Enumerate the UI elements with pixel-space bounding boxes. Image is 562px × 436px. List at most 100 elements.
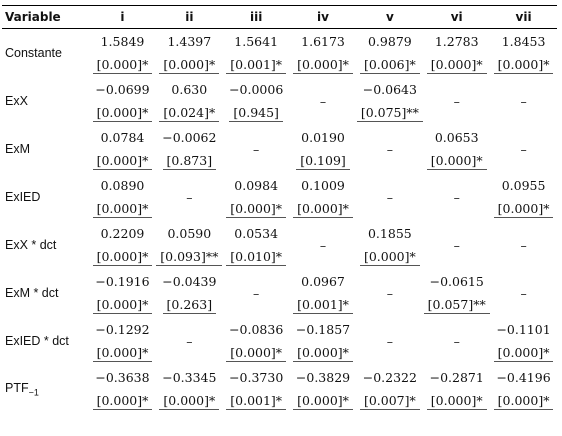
dash-value: –: [319, 93, 327, 109]
coefficient-value: −0.0699: [95, 81, 150, 97]
pvalue-value: [0.000]*: [426, 57, 487, 74]
pvalue-value: [0.945]: [229, 105, 283, 122]
cell-pvalue: [0.000]*: [290, 389, 357, 413]
coefficient-value: 0.1855: [367, 225, 412, 241]
coefficient-value: −0.0439: [162, 273, 217, 289]
cell-coefficient: 0.0955: [490, 173, 557, 197]
table-row-pvalue: [0.000]* [0.263] [0.001]* [0.057]**: [2, 293, 557, 317]
coefficient-value: −0.0615: [429, 273, 484, 289]
dash-value: –: [186, 189, 193, 205]
pvalue-value: [0.000]*: [293, 57, 353, 74]
cell-pvalue: [0.000]*: [490, 53, 557, 77]
cell-coefficient: −0.3829: [290, 365, 357, 389]
pvalue-value: [0.006]*: [359, 57, 420, 74]
cell-pvalue: [0.000]*: [89, 245, 156, 269]
coefficient-value: −0.1292: [95, 321, 150, 337]
pvalue-value: [0.000]*: [493, 201, 554, 218]
cell-coefficient: 1.6173: [290, 29, 357, 54]
cell-coefficient: −0.3730: [223, 365, 290, 389]
cell-pvalue: [0.000]*: [290, 53, 357, 77]
pvalue-value: [0.000]*: [92, 249, 153, 266]
pvalue-value: [0.001]*: [226, 393, 287, 410]
pvalue-value: [0.010]*: [226, 249, 287, 266]
row-label-text: PTF: [5, 380, 29, 395]
cell-pvalue: [0.263]: [156, 293, 223, 317]
cell-coefficient: −0.3638: [89, 365, 156, 389]
header-col-iii: iii: [222, 5, 290, 29]
row-label-text: ExM * dct: [5, 286, 59, 300]
cell-coefficient: 1.2783: [423, 29, 490, 54]
cell-pvalue: [0.057]**: [423, 293, 490, 317]
table-row-pvalue: [0.000]* [0.000]* [0.000]* [0.000]*: [2, 341, 557, 365]
table-row-coef: Constante 1.5849 1.4397 1.5641 1.6173 0.9879 1…: [2, 29, 557, 61]
cell-pvalue: [0.000]*: [89, 389, 156, 413]
cell-coefficient: −0.3345: [156, 365, 223, 389]
coefficient-value: 1.8453: [501, 33, 546, 49]
dash-value: –: [453, 189, 460, 205]
cell-coefficient: 0.0967: [290, 269, 357, 293]
table-row-coef: PTF−1 −0.3638 −0.3345 −0.3730 −0.3829 −0.2322…: [2, 365, 557, 398]
table-row-coef: ExX −0.0699 0.630 −0.0006 – −0.0643 – –: [2, 77, 557, 109]
cell-coefficient: −0.0439: [156, 269, 223, 293]
coefficient-value: 1.6173: [301, 33, 345, 49]
table-row-coef: ExIED * dct −0.1292 – −0.0836 −0.1857 – – −0.11…: [2, 317, 557, 349]
table-row-pvalue: [0.000]* [0.000]* [0.000]* [0.000]*: [2, 197, 557, 221]
cell-coefficient: −0.0643: [356, 77, 423, 101]
dash-value: –: [520, 141, 527, 157]
cell-pvalue: [0.000]*: [423, 149, 490, 173]
cell-pvalue: [0.000]*: [423, 389, 490, 413]
coefficient-value: 0.2209: [100, 225, 145, 241]
cell-pvalue: [0.010]*: [223, 245, 290, 269]
table-row-pvalue: [0.000]* [0.024]* [0.945] [0.075]**: [2, 101, 557, 125]
cell-empty-dash: –: [490, 77, 557, 125]
coefficient-value: 0.1009: [301, 177, 345, 193]
cell-pvalue: [0.000]*: [156, 53, 223, 77]
cell-pvalue: [0.006]*: [356, 53, 423, 77]
coefficient-value: −0.1916: [95, 273, 150, 289]
pvalue-value: [0.000]*: [92, 201, 153, 218]
cell-empty-dash: –: [423, 173, 490, 221]
cell-coefficient: −0.2322: [356, 365, 423, 389]
pvalue-value: [0.000]*: [426, 393, 487, 410]
pvalue-value: [0.093]**: [156, 249, 223, 266]
cell-empty-dash: –: [156, 173, 223, 221]
cell-pvalue: [0.000]*: [223, 197, 290, 221]
coefficient-value: −0.0062: [162, 129, 217, 145]
pvalue-value: [0.263]: [162, 297, 217, 314]
cell-pvalue: [0.945]: [223, 101, 290, 125]
cell-coefficient: −0.0006: [223, 77, 290, 101]
dash-value: –: [520, 93, 527, 109]
coefficient-value: −0.0643: [362, 81, 417, 97]
cell-pvalue: [0.000]*: [156, 389, 223, 413]
cell-pvalue: [0.007]*: [356, 389, 423, 413]
cell-pvalue: [0.109]: [290, 149, 357, 173]
cell-coefficient: 0.0534: [223, 221, 290, 245]
cell-empty-dash: –: [290, 77, 357, 125]
cell-pvalue: [0.000]*: [89, 101, 156, 125]
cell-coefficient: −0.0062: [156, 125, 223, 149]
cell-coefficient: 0.1855: [356, 221, 423, 245]
row-label: ExM: [2, 125, 89, 173]
coefficient-value: 0.0534: [234, 225, 279, 241]
table-row-coef: ExX * dct 0.2209 0.0590 0.0534 – 0.1855 – –: [2, 221, 557, 253]
table-row-pvalue: [0.000]* [0.873] [0.109] [0.000]*: [2, 149, 557, 173]
row-label-subscript: −1: [28, 387, 39, 398]
pvalue-value: [0.000]*: [493, 57, 554, 74]
cell-coefficient: 0.2209: [89, 221, 156, 245]
coefficient-value: −0.3730: [229, 369, 284, 385]
pvalue-value: [0.000]*: [92, 345, 153, 362]
dash-value: –: [253, 285, 260, 301]
table-row-pvalue: [0.000]* [0.093]** [0.010]* [0.000]*: [2, 245, 557, 269]
coefficient-value: 1.5849: [100, 33, 145, 49]
cell-coefficient: −0.0699: [89, 77, 156, 101]
cell-pvalue: [0.093]**: [156, 245, 223, 269]
row-label-text: ExX: [5, 94, 28, 108]
cell-pvalue: [0.000]*: [490, 197, 557, 221]
cell-coefficient: 0.0784: [89, 125, 156, 149]
pvalue-value: [0.001]*: [226, 57, 287, 74]
pvalue-value: [0.000]*: [92, 393, 153, 410]
cell-pvalue: [0.000]*: [89, 149, 156, 173]
regression-table: Variable i ii iii iv v vi vii Constante 1…: [2, 5, 557, 413]
coefficient-value: 0.0590: [167, 225, 212, 241]
